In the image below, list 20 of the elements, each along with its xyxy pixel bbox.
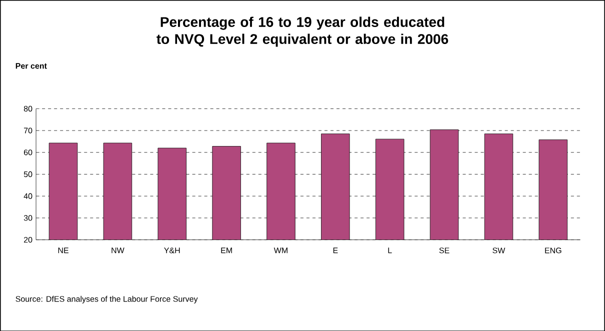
- x-tick-label: SW: [492, 247, 506, 254]
- y-tick-label: 60: [24, 149, 32, 156]
- x-tick-label: E: [333, 247, 338, 253]
- x-tick-label: NW: [112, 247, 124, 253]
- y-tick-label: 20: [24, 236, 32, 242]
- y-tick-label: 50: [24, 171, 32, 177]
- y-tick-label: 30: [24, 214, 32, 221]
- chart-title: Percentage of 16 to 19 year olds educated to NVQ Level 2 equivalent or above in 2006: [156, 16, 448, 47]
- x-tick-label: SE: [439, 247, 450, 254]
- x-tick-label: ENG: [545, 247, 562, 254]
- y-axis-title: Per cent: [16, 62, 47, 69]
- x-tick-label: Y&H: [164, 247, 180, 254]
- y-tick-label: 70: [24, 128, 32, 134]
- y-tick-label: 40: [24, 193, 32, 199]
- x-tick-label: L: [388, 247, 392, 253]
- y-tick-label: 80: [24, 106, 32, 112]
- x-tick-label: NE: [58, 247, 68, 253]
- source-note: Source: DfES analyses of the Labour Force Survey: [16, 296, 198, 304]
- x-tick-label: EM: [221, 247, 232, 253]
- x-tick-label: WM: [274, 247, 288, 253]
